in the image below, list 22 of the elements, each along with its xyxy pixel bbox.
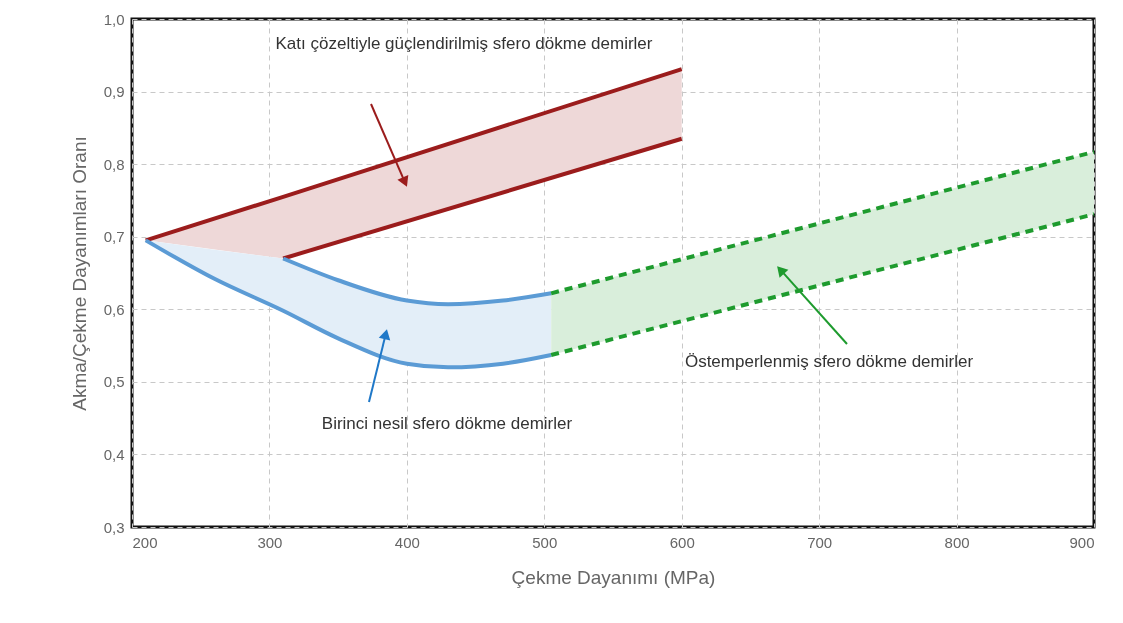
y-tick-label: 0,8 (103, 155, 125, 173)
x-tick-label: 300 (257, 533, 283, 551)
y-tick-label: 1,0 (103, 10, 125, 28)
y-tick-label: 0,4 (103, 445, 125, 463)
x-tick-label: 200 (132, 533, 158, 551)
x-tick-label: 800 (944, 533, 970, 551)
y-axis-title: Akma/Çekme Dayanımları Oranı (68, 136, 90, 411)
y-tick-label: 0,7 (103, 228, 125, 246)
annotation: Katı çözeltiyle güçlendirilmiş sfero dökme demirler (275, 34, 653, 53)
x-tick-label: 400 (394, 533, 420, 551)
x-tick-label: 600 (669, 533, 695, 551)
y-tick-label: 0,6 (103, 300, 125, 318)
x-tick-label: 500 (532, 533, 558, 551)
x-tick-label: 700 (807, 533, 833, 551)
x-axis-title: Çekme Dayanımı (MPa) (511, 566, 716, 588)
y-tick-label: 0,5 (103, 373, 125, 391)
annotation: Birinci nesil sfero dökme demirler (321, 414, 573, 433)
annotation: Östemperlenmiş sfero dökme demirler (684, 352, 974, 371)
y-tick-label: 0,9 (103, 83, 125, 101)
x-tick-label: 900 (1069, 533, 1095, 551)
line-series (281, 256, 554, 307)
y-tick-label: 0,3 (103, 518, 125, 536)
